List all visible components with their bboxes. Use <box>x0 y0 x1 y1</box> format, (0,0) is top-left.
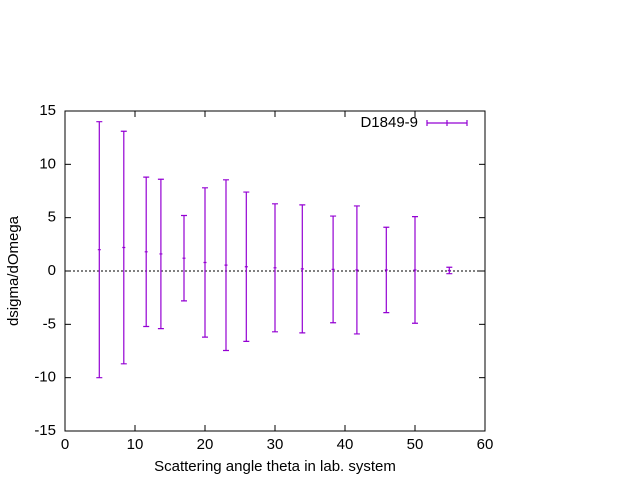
y-tick-label: 0 <box>48 262 56 279</box>
error-bar <box>243 191 250 342</box>
error-bar <box>272 203 278 333</box>
y-tick-label: -15 <box>34 422 56 439</box>
y-axis-label: dsigma/dOmega <box>5 215 22 326</box>
error-bar <box>446 266 453 275</box>
error-bar <box>223 179 229 352</box>
y-tick-label: 5 <box>48 209 56 226</box>
x-tick-label: 40 <box>337 436 354 453</box>
error-bar <box>330 215 337 324</box>
x-tick-label: 60 <box>477 436 494 453</box>
legend-sample <box>426 120 468 126</box>
error-bar <box>383 226 390 314</box>
error-bar <box>157 178 164 330</box>
error-bar <box>120 130 127 365</box>
y-tick-label: 10 <box>39 155 56 172</box>
error-bar <box>353 205 360 335</box>
x-axis-label: Scattering angle theta in lab. system <box>154 458 396 475</box>
plot-frame <box>64 110 486 432</box>
error-bar <box>202 187 208 338</box>
error-bar <box>143 176 150 328</box>
error-bar <box>96 121 103 379</box>
x-tick-label: 20 <box>197 436 214 453</box>
x-tick-label: 10 <box>127 436 144 453</box>
x-tick-label: 30 <box>267 436 284 453</box>
y-tick-label: -10 <box>34 369 56 386</box>
legend-label: D1849-9 <box>360 114 418 131</box>
error-bar <box>299 204 306 334</box>
error-bar <box>412 216 418 324</box>
y-tick-label: -5 <box>43 315 56 332</box>
y-tick-label: 15 <box>39 102 56 119</box>
x-tick-label: 0 <box>61 436 69 453</box>
x-tick-label: 50 <box>407 436 424 453</box>
error-bar <box>181 214 187 302</box>
